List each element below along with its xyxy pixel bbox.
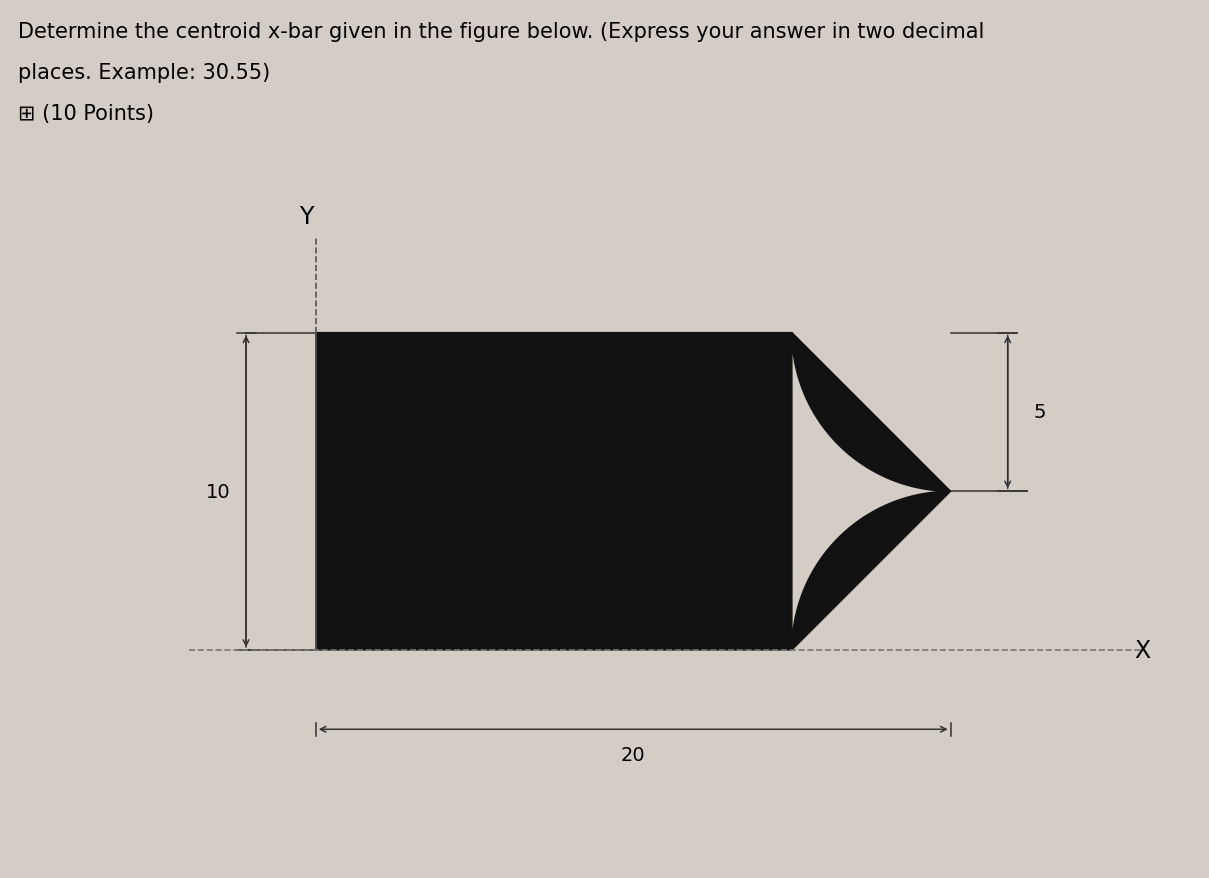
Text: 20: 20: [621, 745, 646, 764]
Text: Determine the centroid x-bar given in the figure below. (Express your answer in : Determine the centroid x-bar given in th…: [18, 22, 984, 42]
Text: places. Example: 30.55): places. Example: 30.55): [18, 63, 271, 83]
Text: Y: Y: [299, 205, 313, 228]
Polygon shape: [316, 333, 950, 651]
Text: 5: 5: [1032, 403, 1046, 422]
Text: 10: 10: [206, 482, 230, 501]
Text: ⊞ (10 Points): ⊞ (10 Points): [18, 104, 154, 124]
Text: X: X: [1134, 638, 1151, 662]
